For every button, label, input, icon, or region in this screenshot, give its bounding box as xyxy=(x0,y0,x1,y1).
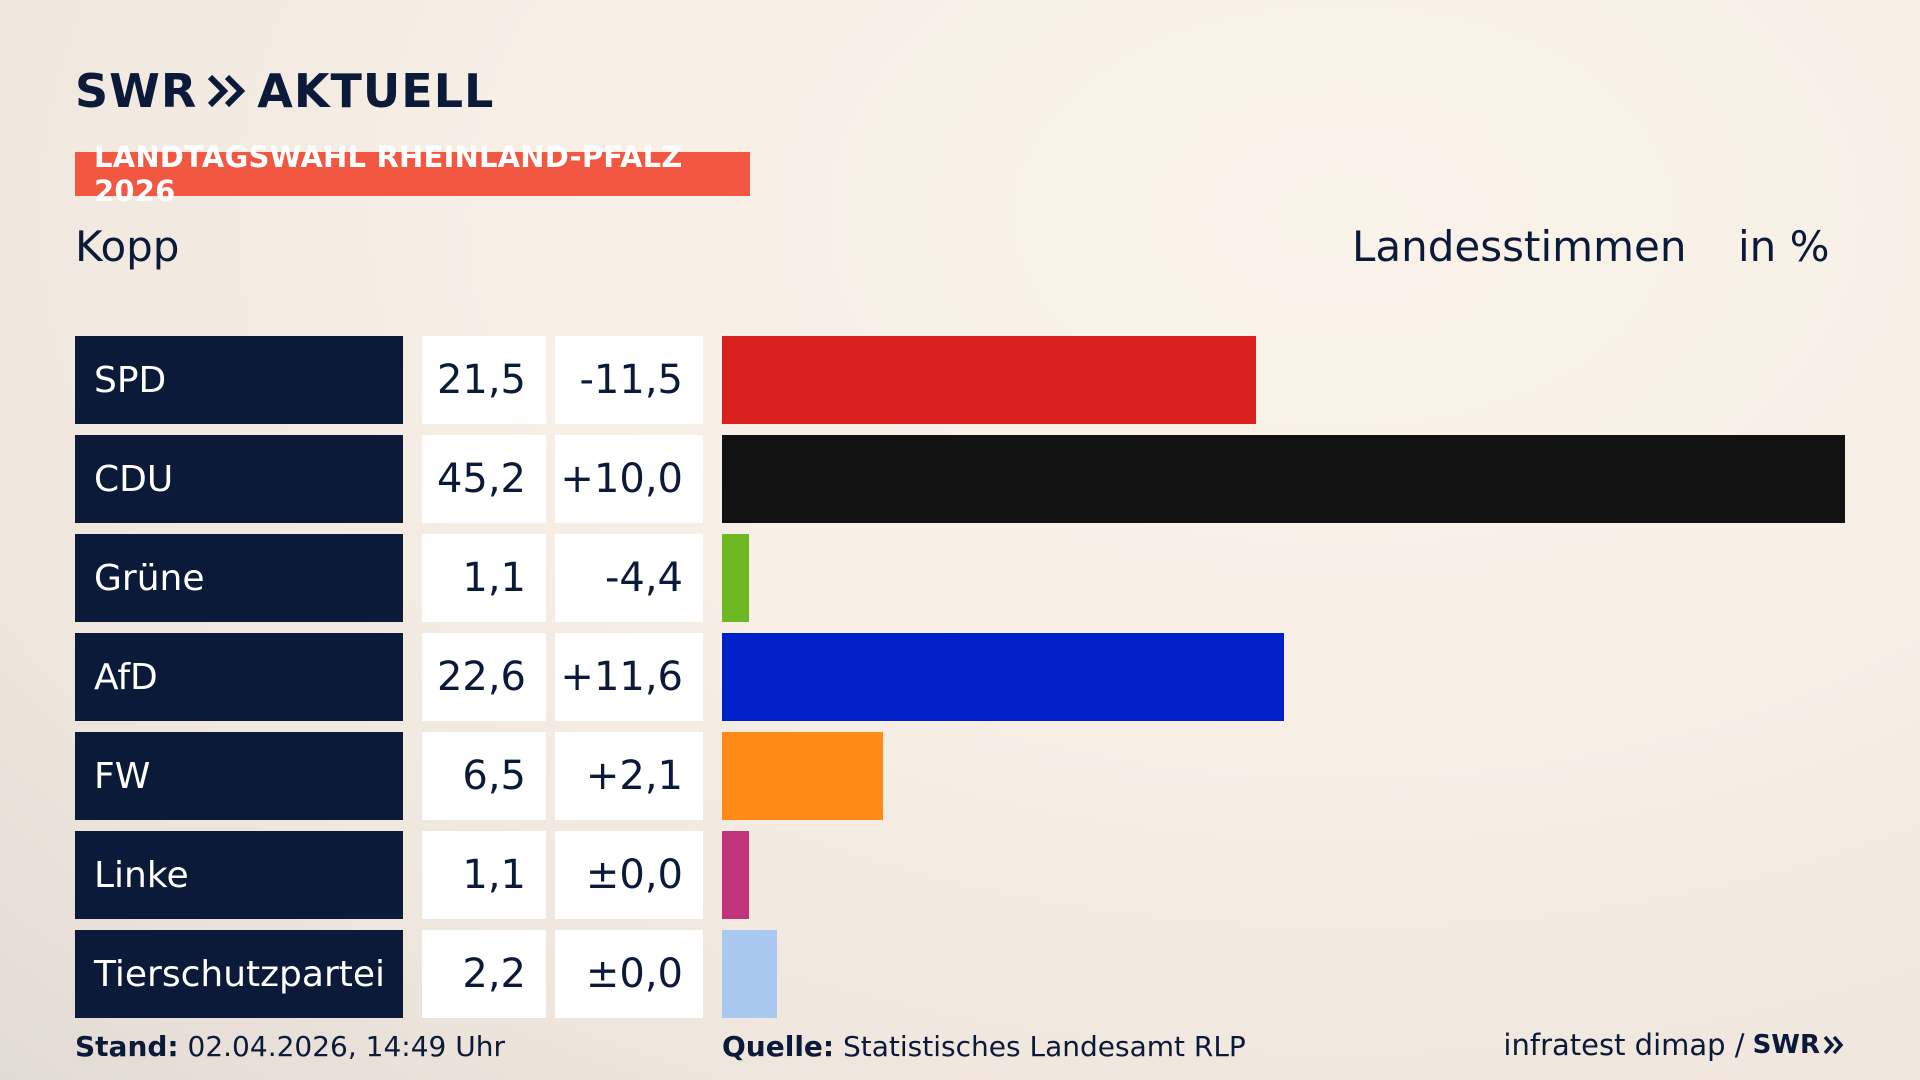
swr-small-text: SWR xyxy=(1752,1030,1820,1060)
source-label: Quelle: xyxy=(722,1030,835,1063)
party-label: FW xyxy=(75,732,403,820)
change-value: ±0,0 xyxy=(555,930,703,1018)
change-value: +11,6 xyxy=(555,633,703,721)
footer-stand: Stand: 02.04.2026, 14:49 Uhr xyxy=(75,1030,505,1063)
party-label: Grüne xyxy=(75,534,403,622)
vote-share-value: 21,5 xyxy=(422,336,546,424)
result-bar xyxy=(722,930,777,1018)
result-bar xyxy=(722,534,749,622)
change-value: -4,4 xyxy=(555,534,703,622)
result-row: AfD 22,6 +11,6 xyxy=(0,633,1920,721)
swr-small-logo: SWR xyxy=(1753,1030,1845,1060)
footer-credit: infratest dimap / SWR xyxy=(1503,1028,1845,1062)
election-badge: LANDTAGSWAHL RHEINLAND-PFALZ 2026 xyxy=(75,140,750,208)
result-bar xyxy=(722,435,1845,523)
change-value: -11,5 xyxy=(555,336,703,424)
vote-share-value: 22,6 xyxy=(422,633,546,721)
stand-label: Stand: xyxy=(75,1030,179,1063)
measure-label: Landesstimmen xyxy=(1352,222,1687,271)
small-double-chevron-icon xyxy=(1823,1035,1844,1055)
result-row: Tierschutzpartei 2,2 ±0,0 xyxy=(0,930,1920,1018)
swr-aktuell-logo: SWR AKTUELL xyxy=(75,64,495,118)
result-bar xyxy=(722,633,1284,721)
party-label: SPD xyxy=(75,336,403,424)
change-value: +10,0 xyxy=(555,435,703,523)
party-label: CDU xyxy=(75,435,403,523)
vote-share-value: 2,2 xyxy=(422,930,546,1018)
party-label: Tierschutzpartei xyxy=(75,930,403,1018)
region-title: Kopp xyxy=(75,222,180,271)
change-value: +2,1 xyxy=(555,732,703,820)
vote-share-value: 45,2 xyxy=(422,435,546,523)
result-bar xyxy=(722,831,749,919)
double-chevron-icon xyxy=(208,74,246,108)
result-row: CDU 45,2 +10,0 xyxy=(0,435,1920,523)
result-row: Linke 1,1 ±0,0 xyxy=(0,831,1920,919)
vote-share-value: 6,5 xyxy=(422,732,546,820)
party-label: Linke xyxy=(75,831,403,919)
result-bar xyxy=(722,336,1256,424)
credit-text: infratest dimap / xyxy=(1503,1028,1745,1062)
result-row: SPD 21,5 -11,5 xyxy=(0,336,1920,424)
change-value: ±0,0 xyxy=(555,831,703,919)
source-value: Statistisches Landesamt RLP xyxy=(843,1030,1246,1063)
result-bar xyxy=(722,732,883,820)
footer-source: Quelle: Statistisches Landesamt RLP xyxy=(722,1030,1246,1063)
party-label: AfD xyxy=(75,633,403,721)
result-row: FW 6,5 +2,1 xyxy=(0,732,1920,820)
logo-swr-text: SWR xyxy=(75,64,198,118)
vote-share-value: 1,1 xyxy=(422,831,546,919)
stand-value: 02.04.2026, 14:49 Uhr xyxy=(187,1030,505,1063)
vote-share-value: 1,1 xyxy=(422,534,546,622)
result-row: Grüne 1,1 -4,4 xyxy=(0,534,1920,622)
unit-label: in % xyxy=(1738,222,1830,271)
logo-aktuell-text: AKTUELL xyxy=(257,64,495,118)
